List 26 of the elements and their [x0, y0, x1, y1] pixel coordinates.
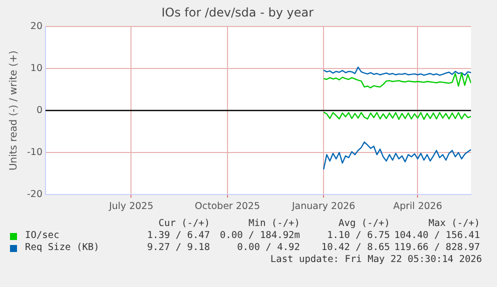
text: 119.66 / 828.97 [393, 242, 480, 254]
y-tick-label: 10 [30, 62, 43, 74]
text: Min (-/+) [248, 218, 300, 230]
text: 104.40 / 156.41 [393, 230, 480, 242]
text: 1.39 / 6.47 [146, 230, 210, 242]
legend-label: IO/sec [25, 230, 60, 242]
y-tick-label: 0 [36, 104, 43, 116]
text: 1.10 / 6.75 [326, 230, 390, 242]
text: 0.00 / 4.92 [236, 242, 300, 254]
y-tick-label: -10 [26, 147, 43, 158]
text: 0.00 / 184.92m [218, 230, 300, 242]
x-tick-label: January 2026 [290, 200, 356, 212]
text: Max (-/+) [428, 218, 480, 230]
chart-title: IOs for /dev/sda - by year [161, 5, 314, 20]
y-axis-title: Units read (-) / write (+) [8, 50, 20, 171]
x-tick-label: April 2026 [393, 200, 442, 212]
text: Cur (-/+) [158, 218, 210, 230]
text: 9.27 / 9.18 [146, 242, 210, 254]
text: Avg (-/+) [338, 218, 390, 230]
x-tick-label: July 2025 [108, 200, 154, 212]
y-tick-label: 20 [30, 20, 43, 32]
x-tick-label: October 2025 [194, 200, 260, 212]
legend-label: Req Size (KB) [25, 242, 100, 254]
text: Last update: Fri May 22 05:30:14 2026 [269, 254, 482, 265]
text: 10.42 / 8.65 [320, 242, 390, 254]
y-tick-label: -20 [26, 189, 43, 200]
